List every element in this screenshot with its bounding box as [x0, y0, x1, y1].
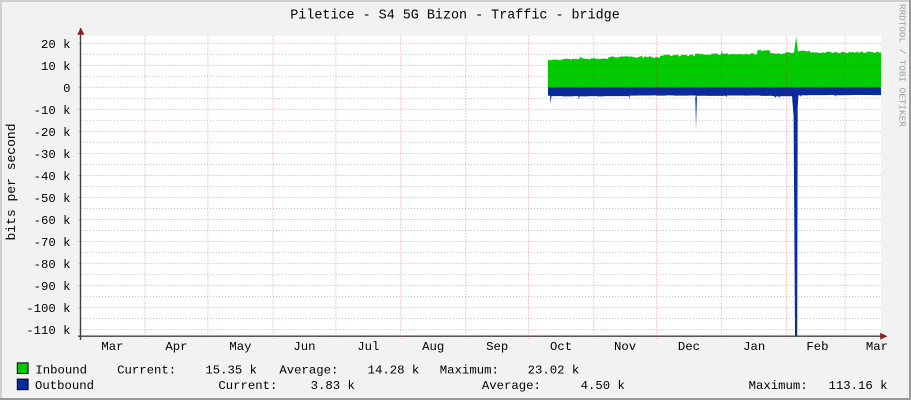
svg-text:Feb: Feb [806, 340, 828, 354]
svg-text:Mar: Mar [101, 340, 123, 354]
svg-text:-90 k: -90 k [34, 280, 71, 294]
svg-text:Jul: Jul [357, 340, 379, 354]
svg-text:-100 k: -100 k [26, 302, 70, 316]
svg-text:-70 k: -70 k [34, 236, 71, 250]
svg-text:-30 k: -30 k [34, 148, 71, 162]
svg-text:4.50 k: 4.50 k [581, 379, 625, 393]
svg-text:Average:: Average: [482, 379, 541, 393]
svg-text:20 k: 20 k [41, 38, 71, 52]
svg-text:-60 k: -60 k [34, 214, 71, 228]
svg-text:Apr: Apr [165, 340, 187, 354]
svg-text:Jun: Jun [293, 340, 315, 354]
svg-text:-50 k: -50 k [34, 192, 71, 206]
svg-text:Nov: Nov [614, 340, 636, 354]
svg-text:Inbound: Inbound [35, 363, 87, 377]
svg-text:Piletice - S4 5G Bizon - Traff: Piletice - S4 5G Bizon - Traffic - bridg… [290, 9, 619, 24]
svg-text:Outbound: Outbound [35, 379, 94, 393]
svg-text:0: 0 [63, 82, 70, 96]
svg-text:10 k: 10 k [41, 60, 71, 74]
svg-text:RRDTOOL / TOBI OETIKER: RRDTOOL / TOBI OETIKER [897, 4, 908, 127]
svg-text:Aug: Aug [422, 340, 444, 354]
svg-text:3.83 k: 3.83 k [311, 379, 355, 393]
svg-text:-20 k: -20 k [34, 126, 71, 140]
svg-text:May: May [229, 340, 251, 354]
svg-text:bits per second: bits per second [4, 123, 19, 240]
svg-text:Maximum:: Maximum: [749, 379, 808, 393]
svg-text:-80 k: -80 k [34, 258, 71, 272]
svg-text:Current:: Current: [218, 379, 277, 393]
svg-text:Average:: Average: [279, 363, 338, 377]
svg-text:-10 k: -10 k [34, 104, 71, 118]
svg-text:113.16 k: 113.16 k [829, 379, 888, 393]
svg-text:-40 k: -40 k [34, 170, 71, 184]
svg-text:Maximum:: Maximum: [440, 363, 499, 377]
svg-text:-110 k: -110 k [26, 324, 70, 338]
svg-text:23.02 k: 23.02 k [528, 363, 580, 377]
svg-text:Dec: Dec [678, 340, 700, 354]
svg-text:15.35 k: 15.35 k [205, 363, 257, 377]
svg-text:Jan: Jan [743, 340, 765, 354]
svg-text:Current:: Current: [117, 363, 176, 377]
svg-text:14.28 k: 14.28 k [368, 363, 420, 377]
svg-text:Oct: Oct [550, 340, 572, 354]
svg-text:Mar: Mar [866, 340, 888, 354]
svg-text:Sep: Sep [486, 340, 508, 354]
